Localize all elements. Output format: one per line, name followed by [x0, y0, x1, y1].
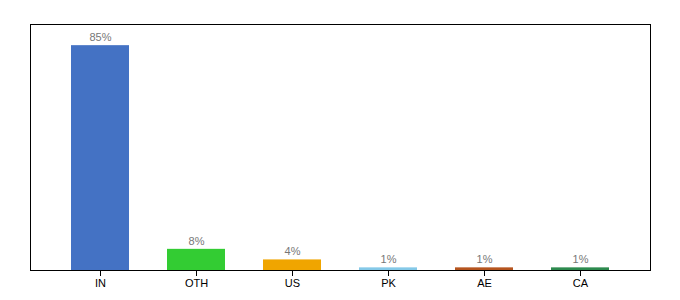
svg-text:US: US: [285, 277, 300, 289]
svg-text:IN: IN: [95, 277, 106, 289]
svg-text:1%: 1%: [573, 253, 589, 265]
svg-text:8%: 8%: [189, 235, 205, 247]
svg-text:OTH: OTH: [185, 277, 208, 289]
svg-text:AE: AE: [477, 277, 492, 289]
svg-text:CA: CA: [573, 277, 589, 289]
svg-text:PK: PK: [381, 277, 396, 289]
svg-text:1%: 1%: [381, 253, 397, 265]
svg-text:1%: 1%: [477, 253, 493, 265]
svg-text:85%: 85%: [89, 31, 111, 43]
svg-text:4%: 4%: [285, 245, 301, 257]
